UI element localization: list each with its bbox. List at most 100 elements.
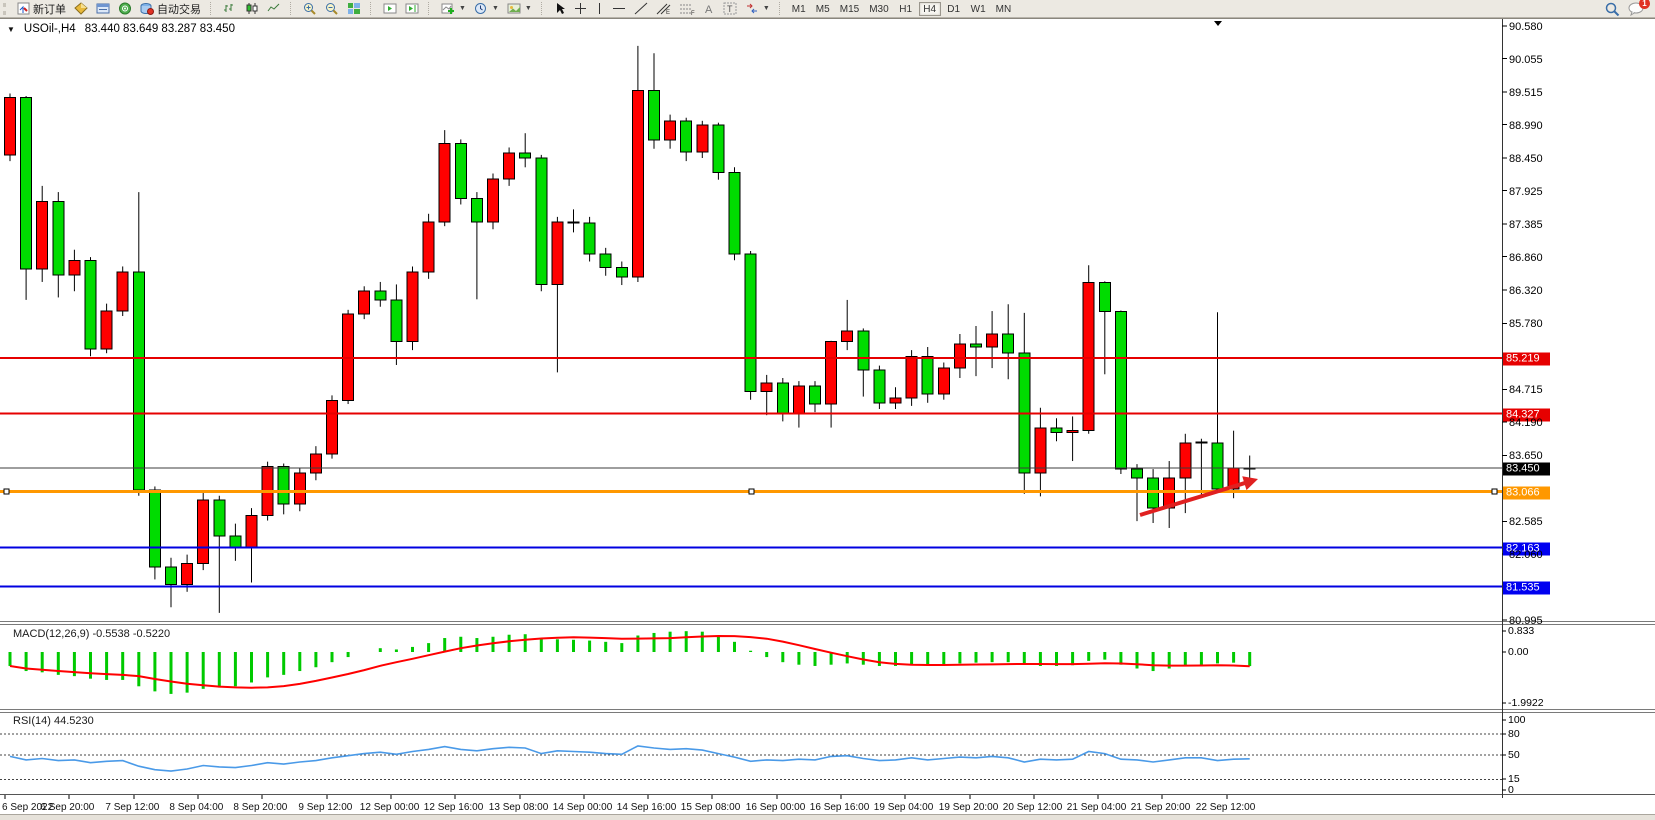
candle: [680, 120, 693, 153]
line-chart-icon: [267, 2, 281, 15]
arrowhead-icon: [1242, 476, 1258, 491]
rsi-plot[interactable]: [0, 733, 1502, 780]
level-lines-layer[interactable]: [0, 357, 1502, 588]
price-tick-label: 87.385: [1509, 219, 1543, 231]
price-tick-label: 82.585: [1509, 516, 1543, 529]
chart-window[interactable]: ▼ USOil-,H4 83.440 83.649 83.287 83.450 …: [0, 18, 1655, 820]
vline-tool-button[interactable]: [591, 1, 608, 16]
candle: [390, 299, 403, 342]
candle: [406, 271, 419, 342]
trendline-tool-button[interactable]: [630, 1, 652, 16]
price-tick-label: 88.450: [1509, 153, 1543, 165]
timeframe-d1[interactable]: D1: [943, 2, 965, 16]
data-window-button[interactable]: [92, 1, 114, 16]
candle: [148, 489, 161, 568]
zoom-in-button[interactable]: [299, 1, 321, 16]
shift-marker-icon[interactable]: [1214, 21, 1222, 26]
hline-tool-button[interactable]: [608, 1, 630, 16]
arrows-tool-button[interactable]: ▼: [741, 1, 774, 16]
candle: [551, 221, 564, 285]
timeframe-m1[interactable]: M1: [788, 2, 810, 16]
candle: [454, 143, 467, 199]
candle: [953, 343, 966, 369]
candle: [1131, 468, 1143, 479]
time-axis-label: 12 Sep 16:00: [423, 802, 484, 813]
dropdown-caret-icon: ▼: [491, 5, 499, 12]
toolbar-separator: [778, 2, 785, 15]
chart-shift-button[interactable]: [401, 1, 423, 16]
price-tick-label: 83.650: [1509, 450, 1543, 463]
time-axis-label: 12 Sep 00:00: [359, 802, 420, 813]
search-icon[interactable]: [1605, 2, 1620, 16]
candles-layer[interactable]: [4, 45, 1256, 613]
candle: [921, 355, 934, 395]
navigator-button[interactable]: [114, 1, 136, 16]
candle: [36, 200, 49, 270]
macd-axis-label: -1.9922: [1508, 697, 1544, 709]
data-window-icon: [96, 2, 110, 15]
candle: [519, 152, 532, 159]
time-axis-label: 16 Sep 16:00: [809, 802, 870, 813]
fibonacci-icon: F: [679, 2, 695, 17]
rsi-indicator-label: RSI(14) 44.5230: [13, 715, 94, 727]
timeframe-m15[interactable]: M15: [836, 2, 863, 16]
channel-tool-button[interactable]: E: [652, 1, 675, 16]
fibonacci-tool-button[interactable]: F: [675, 1, 699, 17]
timeframe-w1[interactable]: W1: [967, 2, 990, 16]
zoom-out-icon: [325, 2, 339, 15]
candle: [1002, 333, 1015, 354]
timeframe-m30[interactable]: M30: [865, 2, 892, 16]
auto-trading-button[interactable]: 自动交易: [136, 1, 205, 16]
symbol-dropdown-icon[interactable]: ▼: [7, 24, 15, 34]
candlestick-chart[interactable]: [0, 19, 1655, 820]
candle: [905, 355, 918, 399]
auto-scroll-icon: [383, 2, 397, 15]
macd-plot[interactable]: [8, 631, 1252, 694]
candle-chart-button[interactable]: [241, 1, 263, 16]
market-watch-button[interactable]: [70, 1, 92, 16]
dropdown-caret-icon: ▼: [459, 5, 466, 12]
cursor-tool-button[interactable]: [550, 1, 570, 16]
time-axis: 6 Sep 2022 6 Sep 20:00 7 Sep 12:00 8 Sep 04…: [0, 799, 1655, 816]
tile-windows-button[interactable]: [343, 1, 365, 16]
bar-chart-button[interactable]: [219, 1, 241, 16]
candle: [374, 290, 387, 301]
trend-arrow-annotation[interactable]: [1139, 476, 1258, 517]
price-tick-label: 88.990: [1509, 119, 1543, 132]
price-tick-label: 84.715: [1509, 384, 1543, 397]
timeframe-h4[interactable]: H4: [918, 1, 941, 16]
templates-button[interactable]: ▼: [503, 1, 536, 16]
candle: [245, 515, 258, 548]
bar-chart-icon: [223, 2, 237, 15]
candle: [599, 253, 612, 269]
timeframe-m5[interactable]: M5: [812, 2, 834, 16]
notification-bubble-icon[interactable]: 1: [1628, 0, 1650, 16]
toolbar-separator: [428, 2, 434, 15]
time-axis-label: 16 Sep 00:00: [745, 802, 806, 813]
timeframe-h1[interactable]: H1: [895, 2, 917, 16]
new-order-button[interactable]: 新订单: [13, 1, 70, 16]
text-tool-button[interactable]: A: [699, 1, 719, 16]
candle: [52, 200, 65, 276]
candle: [1082, 282, 1095, 432]
candle-chart-icon: [245, 2, 259, 15]
zoom-out-button[interactable]: [321, 1, 343, 16]
crosshair-icon: [574, 2, 587, 15]
window-bottom-strip: [0, 814, 1655, 820]
main-toolbar: 新订单 自动交易: [0, 0, 1655, 18]
crosshair-tool-button[interactable]: [570, 1, 591, 16]
time-axis-label: 19 Sep 04:00: [873, 802, 934, 813]
line-chart-button[interactable]: [263, 1, 285, 16]
periods-button[interactable]: ▼: [470, 1, 503, 16]
candle: [1179, 442, 1192, 479]
candle: [116, 271, 129, 312]
indicators-button[interactable]: ▼: [437, 1, 470, 16]
price-tick-label: 90.580: [1509, 21, 1543, 33]
label-tool-button[interactable]: T: [719, 1, 741, 16]
price-level-label: 81.535: [1503, 581, 1550, 595]
candle: [326, 399, 338, 455]
auto-scroll-button[interactable]: [379, 1, 401, 16]
timeframe-mn[interactable]: MN: [992, 2, 1016, 16]
rsi-axis-label: 0: [1508, 784, 1514, 796]
candle: [1195, 441, 1208, 444]
